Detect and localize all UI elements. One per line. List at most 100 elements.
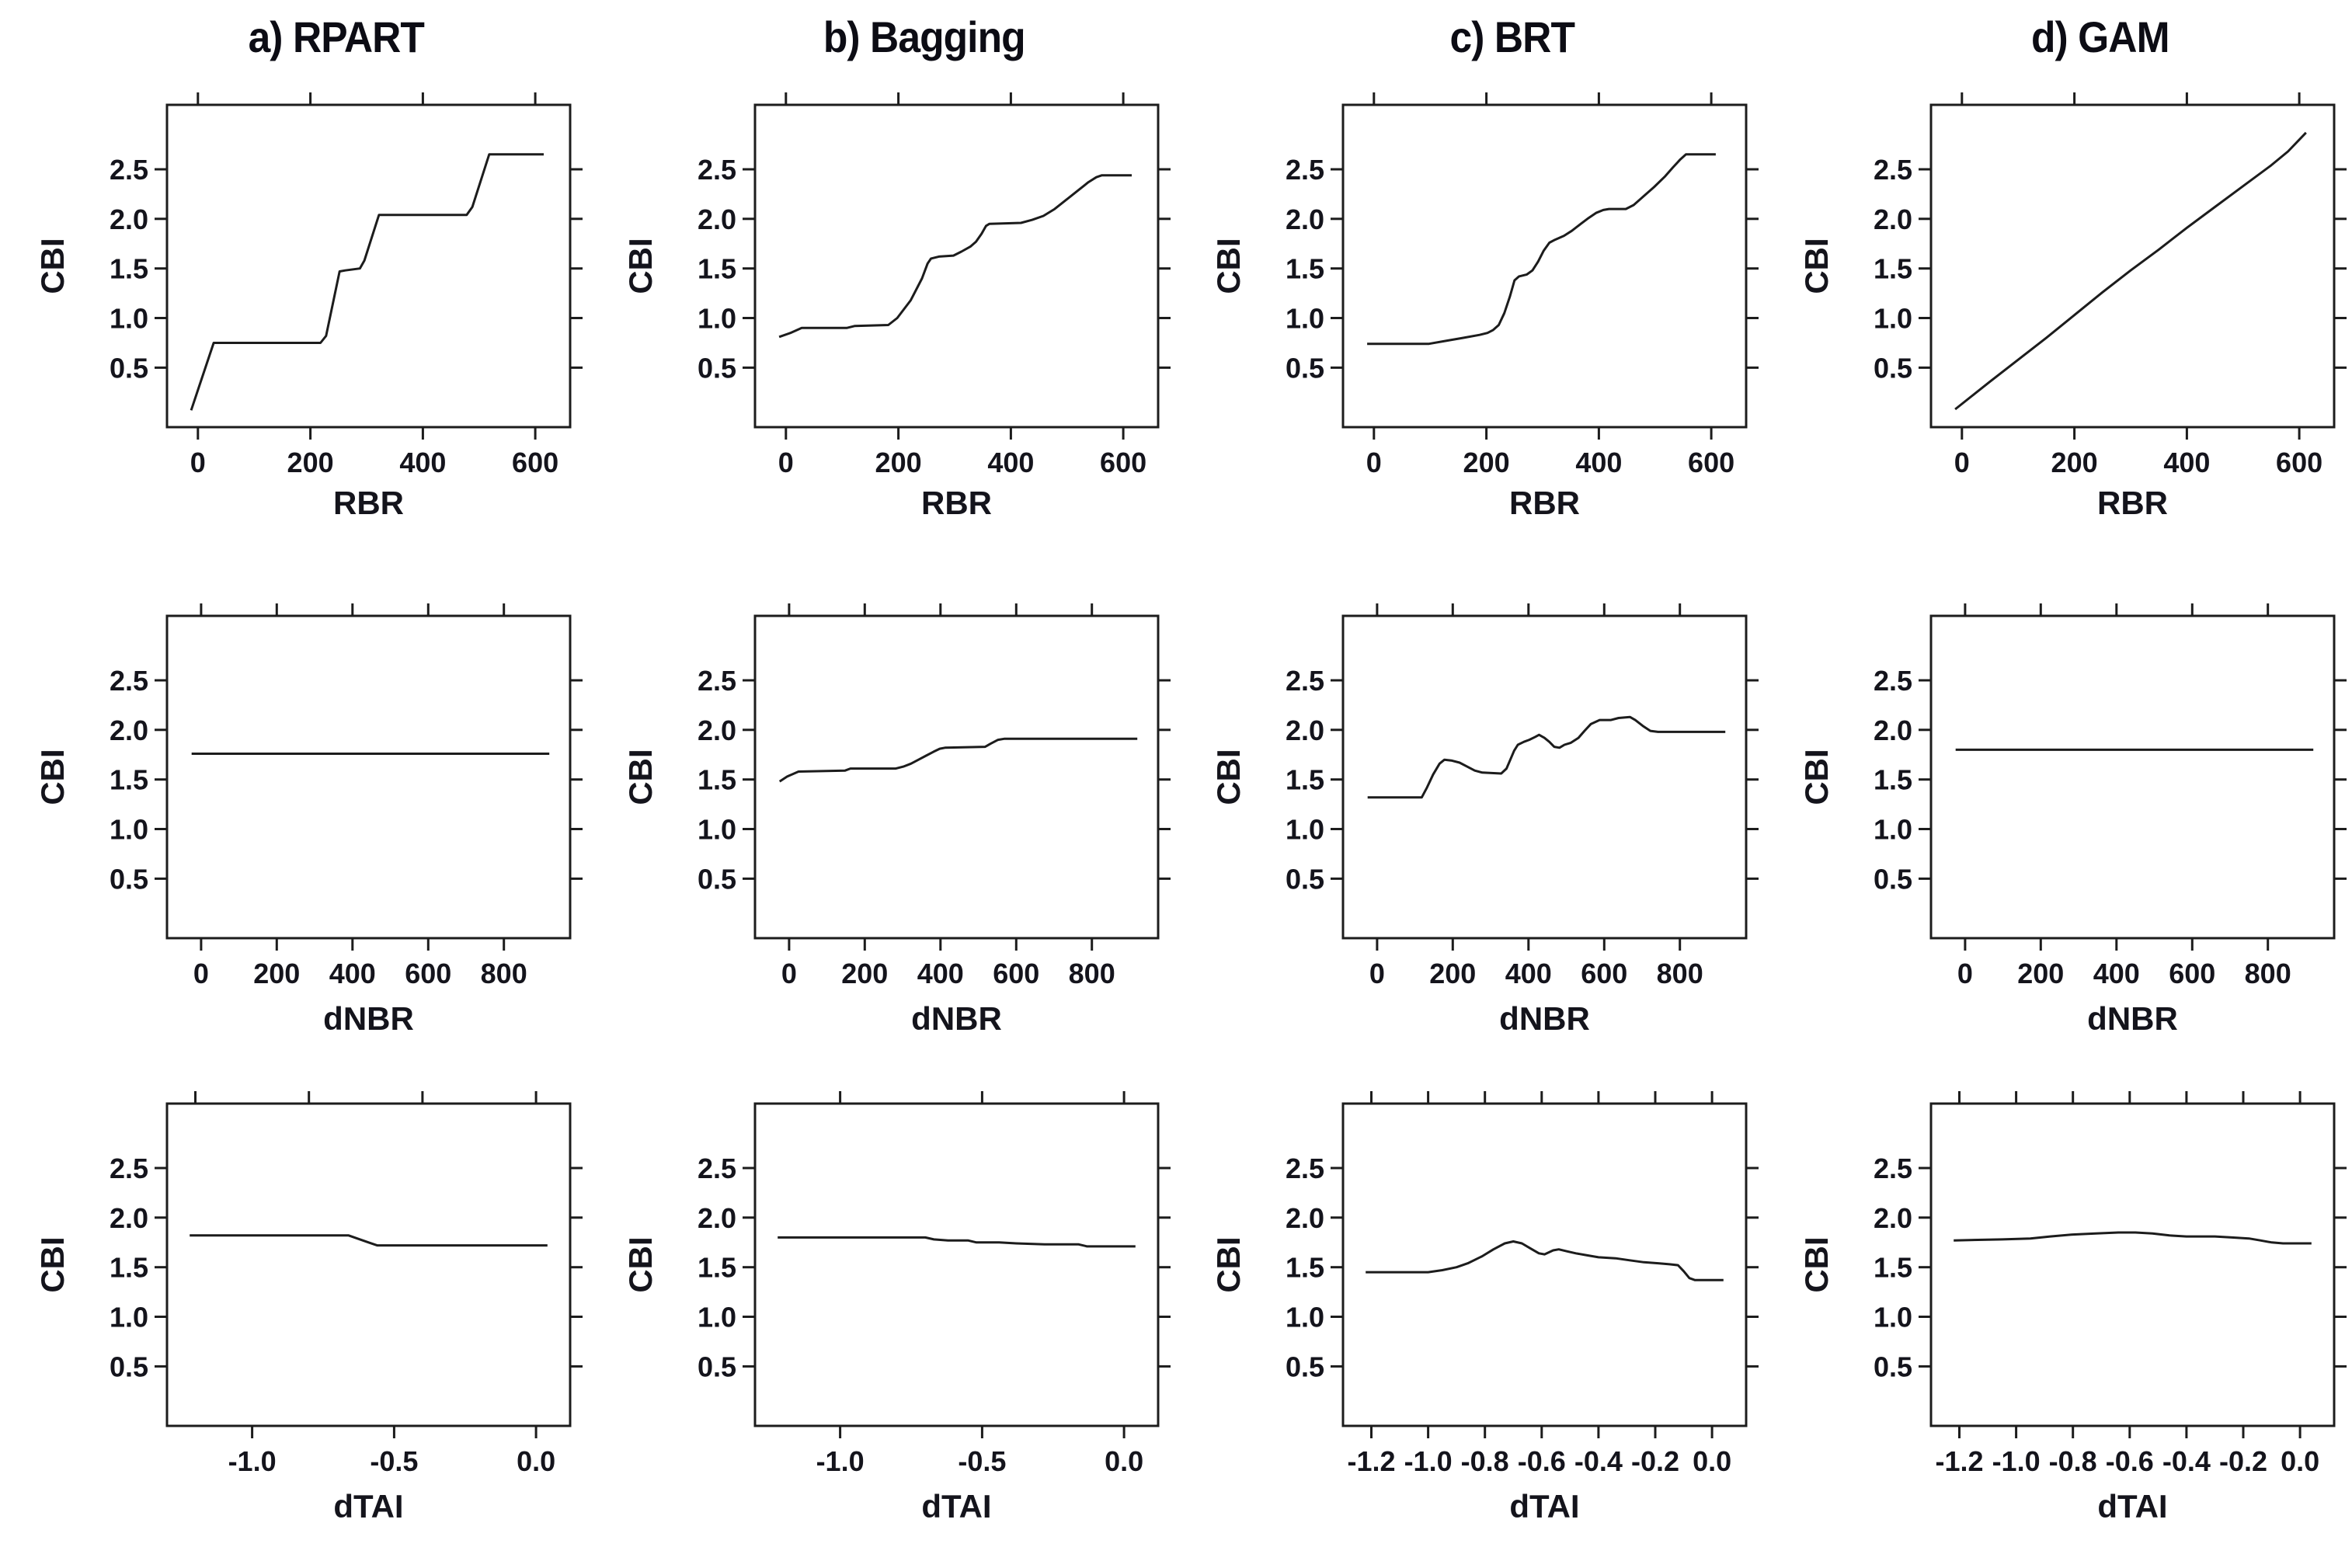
y-axis-label: CBI [1798, 238, 1835, 294]
plot-row-dnbr: 0 200 400 600 800 0.5 1.0 1.5 2.0 2.5 dNBR CBI 0 200… [0, 523, 2352, 1045]
y-tick-label: 2.0 [1286, 203, 1324, 235]
y-tick-label: 2.0 [698, 1202, 736, 1234]
plot-frame [1331, 92, 1759, 440]
plot-gam-rbr: 0 200 400 600 0.5 1.0 1.5 2.0 2.5 RBR CBI [1764, 62, 2352, 523]
x-tick-label: -0.4 [1574, 1445, 1623, 1477]
y-axis-label: CBI [622, 238, 659, 294]
y-tick-label: 0.5 [698, 863, 736, 895]
y-tick-label: 1.0 [1286, 814, 1324, 846]
x-axis-label: RBR [333, 485, 404, 519]
y-tick-label: 0.5 [110, 352, 148, 384]
chart-svg-gam-dtai: -1.2 -1.0 -0.8 -0.6 -0.4 -0.2 0.0 0.5 1.0 1.5 2.0 2… [1798, 1091, 2347, 1525]
x-tick-label: 0 [778, 447, 794, 478]
plot-frame [743, 603, 1171, 951]
series-line [190, 153, 544, 411]
plot-bagging-dnbr: 0 200 400 600 800 0.5 1.0 1.5 2.0 2.5 dNBR CBI [588, 523, 1176, 1045]
x-tick-label: 200 [875, 447, 922, 478]
x-axis-label: RBR [921, 485, 992, 519]
y-tick-label: 2.0 [698, 714, 736, 746]
x-tick-label: -1.0 [1404, 1445, 1453, 1477]
y-tick-label: 0.5 [1286, 863, 1324, 895]
x-tick-label: 400 [1575, 447, 1622, 478]
series-line [1954, 131, 2307, 411]
x-tick-label: 0.0 [2281, 1445, 2319, 1477]
y-tick-label: 2.5 [1286, 665, 1324, 697]
plot-frame [1919, 92, 2347, 440]
x-axis-label: dTAI [2097, 1488, 2167, 1525]
x-tick-label: 400 [987, 447, 1034, 478]
y-tick-label: 1.0 [698, 1302, 736, 1333]
x-tick-label: -0.5 [958, 1445, 1006, 1477]
y-tick-label: 0.5 [1286, 352, 1324, 384]
plot-frame [1919, 1091, 2347, 1438]
series-line [1367, 153, 1716, 346]
chart-svg-bagging-dnbr: 0 200 400 600 800 0.5 1.0 1.5 2.0 2.5 dNBR CBI [622, 603, 1171, 1037]
x-tick-label: 200 [1429, 958, 1476, 989]
y-tick-label: 1.0 [1286, 1302, 1324, 1333]
y-tick-label: 2.0 [1286, 1202, 1324, 1234]
y-tick-label: 2.0 [698, 203, 736, 235]
x-tick-label: 600 [1688, 447, 1734, 478]
x-tick-label: 0 [193, 958, 209, 989]
series-line [1366, 1240, 1724, 1281]
x-tick-label: 400 [2093, 958, 2140, 989]
x-tick-label: 0 [1954, 447, 1970, 478]
y-tick-label: 1.5 [1874, 1252, 1912, 1284]
y-tick-label: 2.5 [110, 1153, 148, 1184]
x-tick-label: 0.0 [1693, 1445, 1731, 1477]
x-tick-label: 600 [993, 958, 1039, 989]
plot-bagging-dtai: -1.0 -0.5 0.0 0.5 1.0 1.5 2.0 2.5 dTAI CBI [588, 1045, 1176, 1568]
x-axis-label: RBR [1509, 485, 1580, 519]
plot-frame [155, 603, 583, 951]
plot-frame [743, 1091, 1171, 1438]
x-tick-label: 200 [1463, 447, 1510, 478]
y-tick-label: 1.5 [110, 1252, 148, 1284]
y-tick-label: 1.0 [110, 303, 148, 335]
x-tick-label: -1.2 [1347, 1445, 1395, 1477]
y-tick-label: 0.5 [110, 1351, 148, 1382]
y-axis-label: CBI [1210, 749, 1247, 805]
y-tick-label: 1.5 [1286, 253, 1324, 285]
tick-labels: -1.0 -0.5 0.0 0.5 1.0 1.5 2.0 2.5 [698, 1153, 1143, 1477]
tick-labels: 0 200 400 600 0.5 1.0 1.5 2.0 2.5 [698, 154, 1146, 478]
x-tick-label: 600 [405, 958, 451, 989]
y-tick-label: 1.5 [1286, 1252, 1324, 1284]
y-tick-label: 2.5 [698, 154, 736, 186]
plot-gam-dtai: -1.2 -1.0 -0.8 -0.6 -0.4 -0.2 0.0 0.5 1.0 1.5 2.0 2… [1764, 1045, 2352, 1568]
y-tick-label: 1.5 [1286, 764, 1324, 796]
x-tick-label: 800 [1657, 958, 1703, 989]
plot-gam-dnbr: 0 200 400 600 800 0.5 1.0 1.5 2.0 2.5 dNBR CBI [1764, 523, 2352, 1045]
y-tick-label: 2.5 [1874, 665, 1912, 697]
series-line [1954, 1231, 2312, 1245]
y-tick-label: 0.5 [698, 352, 736, 384]
y-tick-label: 1.5 [110, 253, 148, 285]
y-tick-label: 2.0 [110, 714, 148, 746]
chart-svg-rpart-rbr: 0 200 400 600 0.5 1.0 1.5 2.0 2.5 RBR CBI [34, 92, 583, 521]
y-tick-label: 1.0 [110, 1302, 148, 1333]
series-line [778, 174, 1132, 339]
y-tick-label: 2.5 [110, 154, 148, 186]
y-tick-label: 2.0 [1874, 714, 1912, 746]
y-axis-label: CBI [34, 1236, 71, 1292]
x-tick-label: 600 [1100, 447, 1146, 478]
y-axis-label: CBI [34, 749, 71, 805]
x-tick-label: 200 [2051, 447, 2098, 478]
y-tick-label: 0.5 [1874, 1351, 1912, 1382]
x-tick-label: 0 [1369, 958, 1385, 989]
y-tick-label: 2.5 [110, 665, 148, 697]
panel-titles-row: a) RPART b) Bagging c) BRT d) GAM [0, 0, 2352, 62]
tick-labels: 0 200 400 600 800 0.5 1.0 1.5 2.0 2.5 [1286, 665, 1703, 989]
x-tick-label: -0.2 [2219, 1445, 2267, 1477]
y-axis-label: CBI [622, 749, 659, 805]
panel-title-brt: c) BRT [1449, 12, 1575, 61]
chart-svg-bagging-rbr: 0 200 400 600 0.5 1.0 1.5 2.0 2.5 RBR CBI [622, 92, 1171, 521]
series-line [778, 1236, 1136, 1248]
x-tick-label: 400 [917, 958, 964, 989]
y-tick-label: 0.5 [698, 1351, 736, 1382]
y-axis-label: CBI [1798, 749, 1835, 805]
y-tick-label: 0.5 [1874, 863, 1912, 895]
x-tick-label: 200 [287, 447, 334, 478]
x-axis-label: dTAI [921, 1488, 991, 1525]
x-tick-label: -0.2 [1631, 1445, 1679, 1477]
plot-rpart-dtai: -1.0 -0.5 0.0 0.5 1.0 1.5 2.0 2.5 dTAI CBI [0, 1045, 588, 1568]
